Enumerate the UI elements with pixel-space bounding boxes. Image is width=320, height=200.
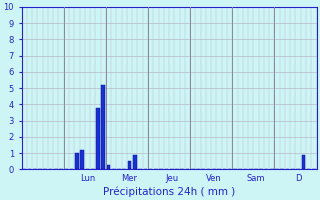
Bar: [133, 155, 137, 169]
Bar: [80, 150, 84, 169]
Bar: [101, 85, 105, 169]
Bar: [128, 161, 132, 169]
Bar: [75, 153, 79, 169]
Bar: [301, 155, 305, 169]
Bar: [107, 165, 110, 169]
X-axis label: Précipitations 24h ( mm ): Précipitations 24h ( mm ): [103, 186, 235, 197]
Bar: [96, 108, 100, 169]
